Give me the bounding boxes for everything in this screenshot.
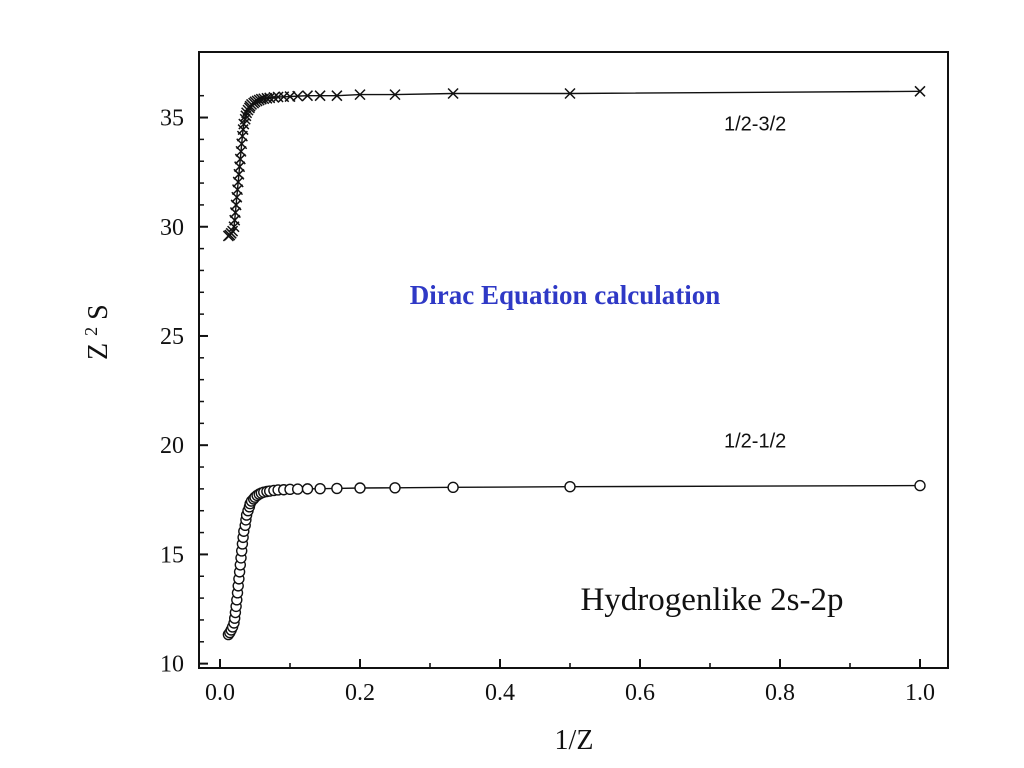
x-tick-label: 1.0 (905, 680, 935, 706)
x-axis-label: 1/Z (555, 725, 594, 756)
data-point-x (914, 85, 926, 97)
data-point-x (301, 90, 314, 102)
data-point-x (268, 91, 280, 103)
y-tick-label: 15 (160, 542, 184, 568)
data-point-x (354, 89, 366, 101)
y-axis-label-superscript: 2 (81, 327, 101, 336)
annotation-dirac: Dirac Equation calculation (410, 280, 721, 310)
data-point-x (314, 90, 326, 102)
series-label: 1/2-1/2 (724, 430, 786, 452)
annotation-hydrogenlike: Hydrogenlike 2s-2p (580, 582, 843, 618)
y-axis-label-tail: S (83, 304, 114, 320)
data-point-x (292, 90, 304, 102)
y-tick-group: 10 15 20 25 30 35 (160, 94, 208, 678)
y-tick-label: 25 (160, 324, 184, 350)
x-tick-group: 0.0 0.2 0.4 0.6 0.8 1.0 (205, 659, 935, 706)
x-tick-label: 0.0 (205, 680, 235, 706)
data-point-circle (292, 483, 304, 495)
data-point-x (447, 87, 459, 100)
data-point-circle (564, 480, 576, 493)
x-tick-label: 0.2 (345, 680, 375, 706)
data-point-circle (354, 482, 366, 494)
series-layer: 1/2-3/2 1/2-1/2 (222, 85, 926, 641)
y-tick-label: 35 (160, 106, 184, 132)
y-tick-label: 10 (160, 652, 184, 678)
data-point-x (239, 113, 251, 125)
x-tick-label: 0.4 (485, 680, 515, 706)
data-point-x (331, 90, 343, 102)
y-tick-label: 20 (160, 433, 184, 459)
series-line (228, 90, 921, 237)
x-tick-label: 0.8 (765, 680, 795, 706)
data-point-x (240, 110, 252, 122)
data-point-circle (447, 481, 459, 494)
data-point-x (564, 87, 576, 100)
data-point-circle (314, 482, 326, 495)
data-point-circle (914, 479, 926, 492)
data-point-circle (331, 482, 343, 495)
y-tick-label: 30 (160, 215, 184, 241)
data-point-circle (301, 483, 314, 495)
plot-frame (198, 51, 949, 669)
data-point-x (389, 89, 401, 101)
y-axis-label: Z 2 S (73, 304, 114, 360)
y-axis-label-main: Z (83, 343, 114, 360)
series-label: 1/2-3/2 (724, 114, 786, 136)
data-point-circle (389, 482, 401, 494)
x-tick-label: 0.6 (625, 680, 655, 706)
